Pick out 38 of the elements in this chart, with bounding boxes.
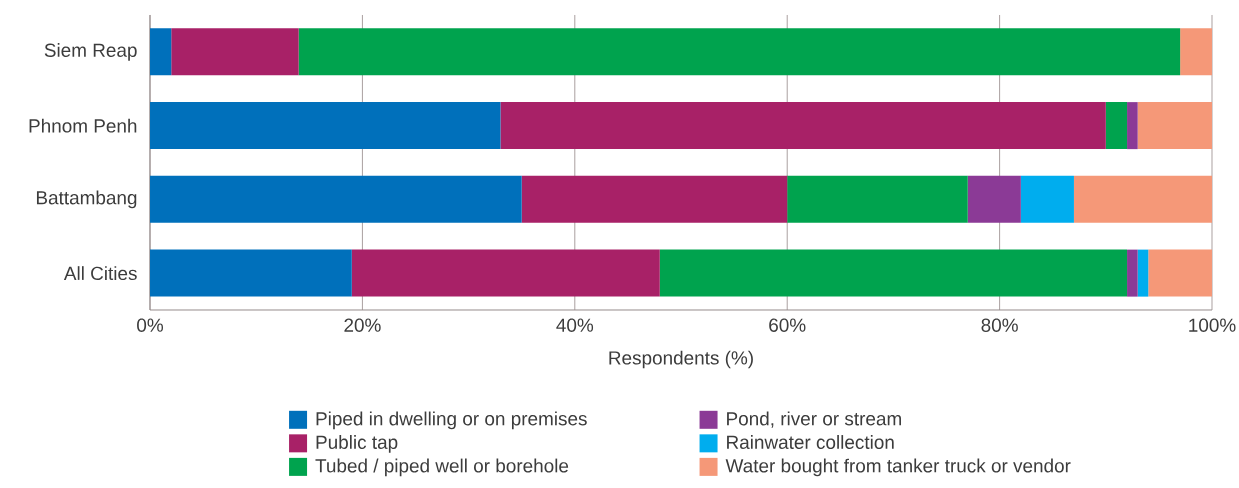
bar bbox=[351, 249, 660, 297]
bar bbox=[659, 249, 1128, 297]
x-tick-label: 20% bbox=[344, 318, 381, 332]
bar bbox=[1137, 249, 1149, 297]
bar bbox=[787, 175, 968, 223]
bar bbox=[150, 28, 172, 76]
legend-label: Water bought from tanker truck or vendor bbox=[725, 458, 1071, 477]
bar bbox=[171, 28, 299, 76]
bar bbox=[967, 175, 1021, 223]
bar bbox=[150, 102, 501, 150]
bar bbox=[298, 28, 1181, 76]
x-axis-title: Respondents (%) bbox=[609, 350, 753, 369]
y-tick-label: Siem Reap bbox=[44, 43, 137, 61]
y-tick-label: Phnom Penh bbox=[29, 118, 137, 133]
bar bbox=[500, 102, 1106, 150]
legend-label: Piped in dwelling or on premises bbox=[316, 411, 587, 430]
bar bbox=[1020, 175, 1074, 223]
y-tick-label: Battambang bbox=[36, 190, 137, 209]
legend-label: Rainwater collection bbox=[727, 435, 894, 449]
bar bbox=[1180, 28, 1213, 76]
bar bbox=[521, 175, 788, 223]
bar bbox=[1127, 102, 1138, 150]
bar bbox=[1127, 249, 1138, 297]
x-tick-label: 60% bbox=[769, 318, 806, 332]
bar bbox=[1148, 249, 1213, 297]
x-tick-label: 80% bbox=[981, 318, 1018, 332]
bar bbox=[1105, 102, 1128, 150]
x-tick-label: 0% bbox=[137, 318, 164, 332]
bar bbox=[150, 249, 352, 297]
x-tick-label: 40% bbox=[556, 318, 594, 332]
legend-label: Tubed / piped well or borehole bbox=[315, 458, 569, 477]
legend-label: Public tap bbox=[316, 435, 398, 453]
y-tick-label: All Cities bbox=[63, 266, 137, 281]
bar bbox=[1073, 175, 1213, 223]
bar bbox=[1137, 102, 1213, 150]
bar bbox=[150, 175, 522, 223]
legend-label: Pond, river or stream bbox=[727, 411, 901, 428]
x-tick-label: 100% bbox=[1189, 318, 1236, 332]
